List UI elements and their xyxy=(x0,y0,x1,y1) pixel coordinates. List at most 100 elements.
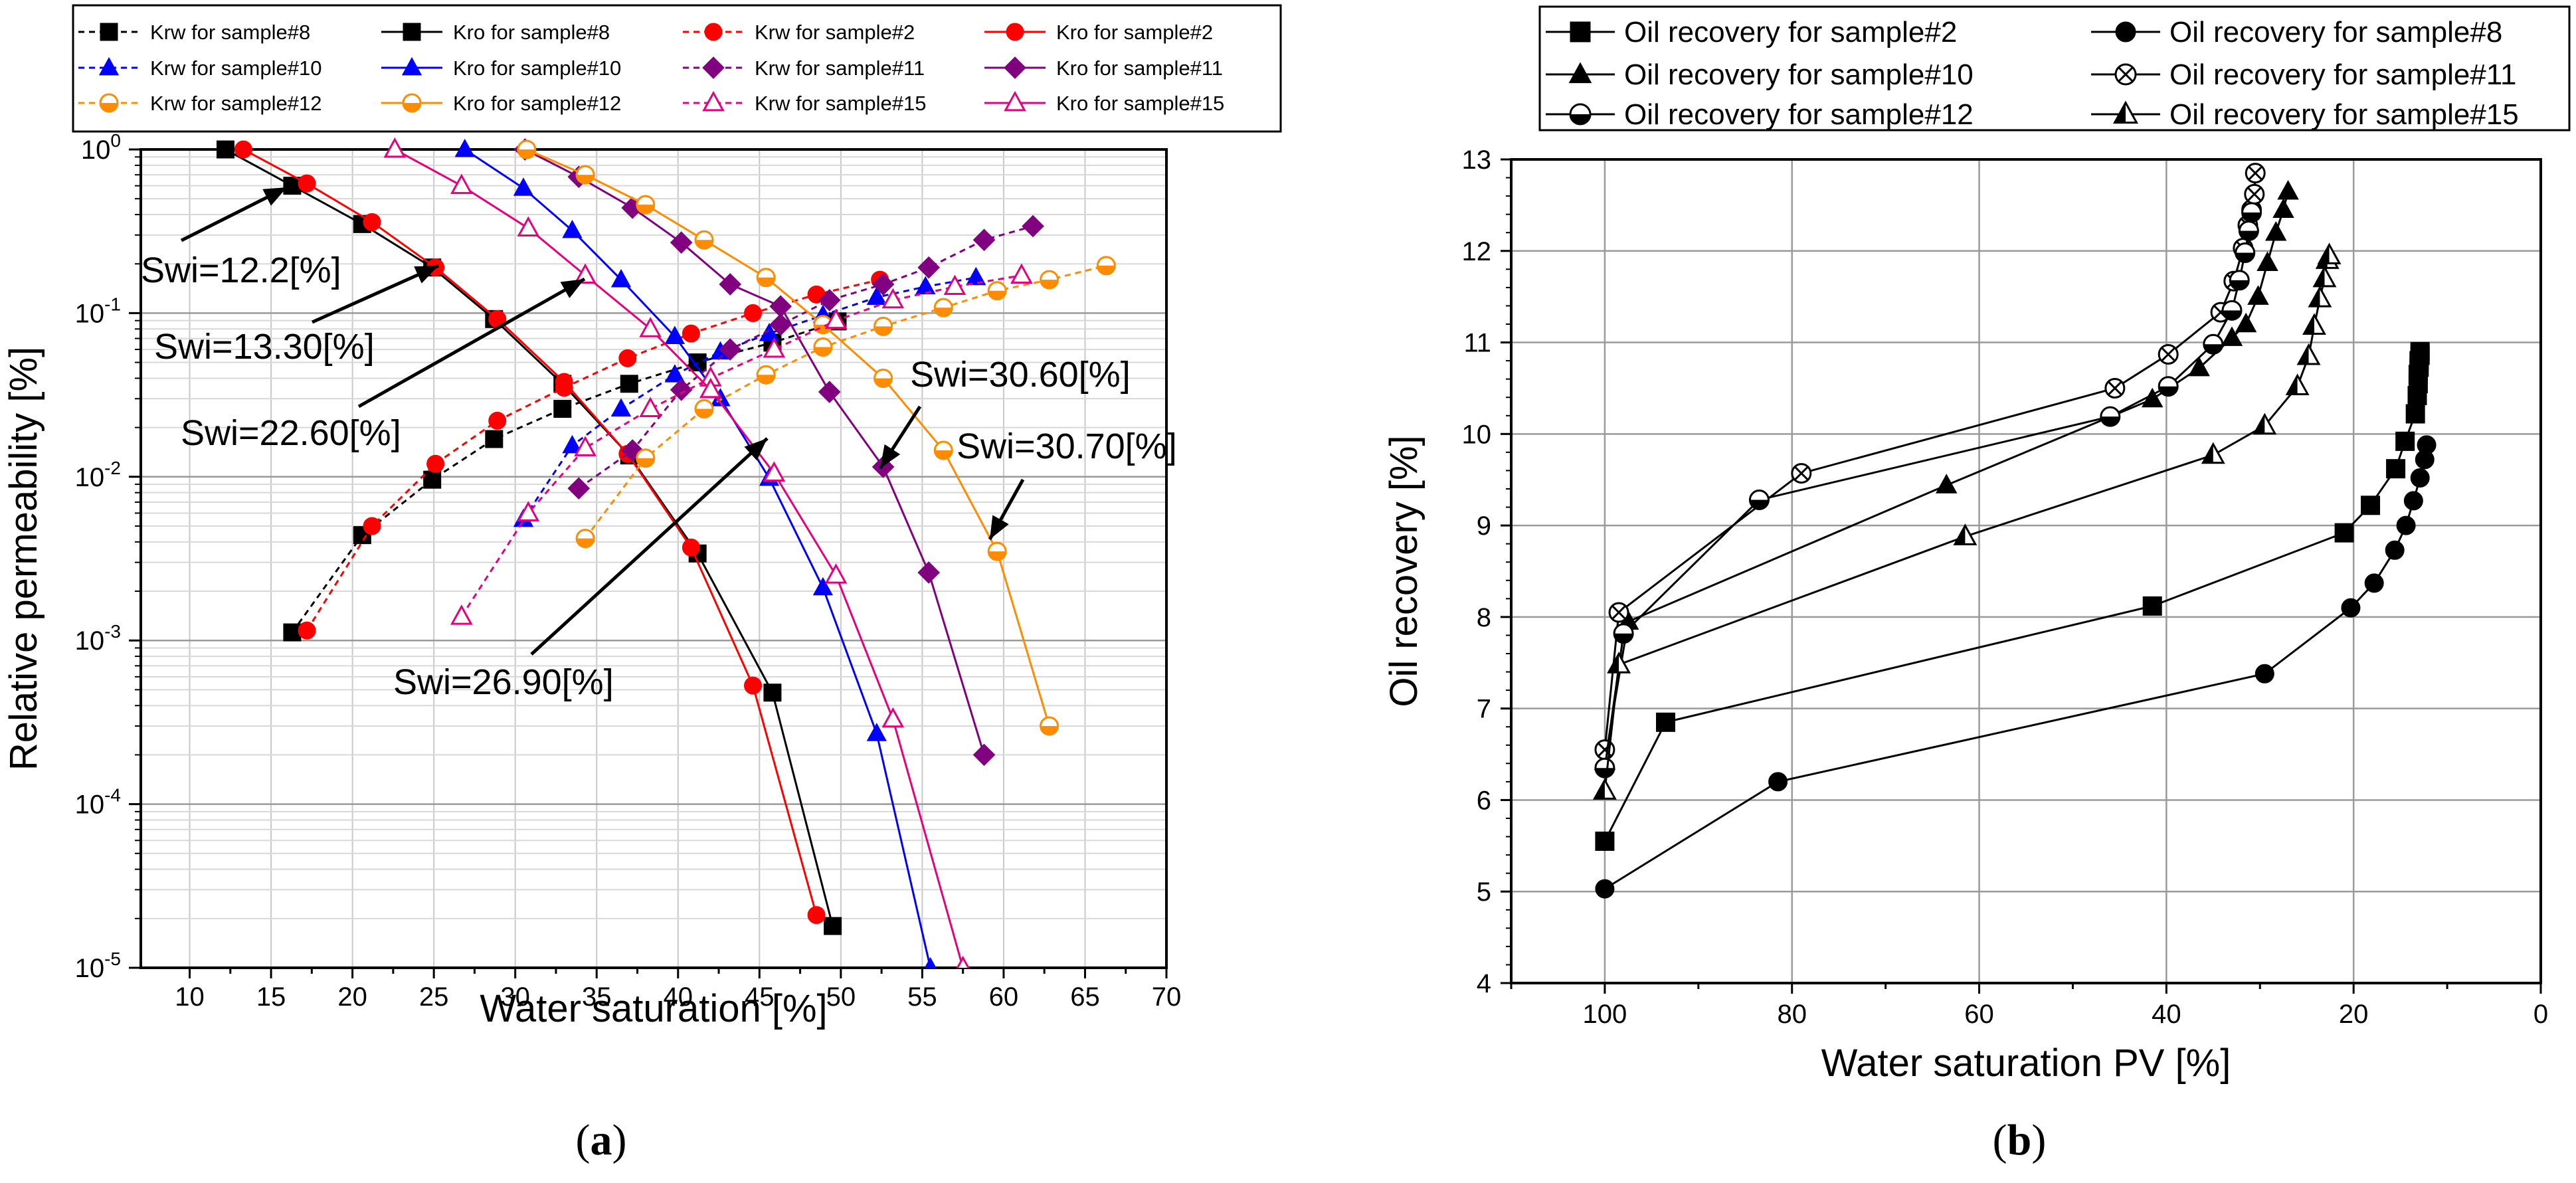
y-tick-label: 5 xyxy=(1477,877,1491,907)
data-point xyxy=(1592,778,1617,800)
data-point xyxy=(2241,202,2262,223)
x-tick-label: 50 xyxy=(826,982,856,1012)
data-point xyxy=(1096,256,1116,276)
data-point xyxy=(2158,376,2179,397)
data-point xyxy=(824,308,848,329)
legend-marker xyxy=(702,56,725,79)
data-point xyxy=(866,723,887,741)
data-point xyxy=(2229,270,2250,291)
legend-marker xyxy=(704,23,723,41)
x-tick-label: 40 xyxy=(664,982,693,1012)
data-point xyxy=(2221,300,2243,321)
x-tick-label: 25 xyxy=(419,982,449,1012)
chart-b-legend: Oil recovery for sample#2 Oil recovery fo… xyxy=(1538,5,2571,132)
x-tick-label: 65 xyxy=(1070,982,1100,1012)
series-oil-recovery-for-sample-11 xyxy=(1594,163,2266,761)
data-point xyxy=(2410,468,2430,488)
data-point xyxy=(699,377,722,399)
data-point xyxy=(719,273,742,296)
data-point xyxy=(1594,739,1615,761)
x-tick-label: 55 xyxy=(907,982,937,1012)
legend-label: Krw for sample#12 xyxy=(150,92,322,115)
chart-a-x-axis: 10 15 20 25 30 35 40 45 50 55 60 65 70 xyxy=(175,968,1181,1012)
x-tick-label: 30 xyxy=(500,982,530,1012)
data-point xyxy=(966,266,986,286)
data-point xyxy=(743,676,762,695)
data-point xyxy=(2285,373,2310,395)
x-tick-label: 60 xyxy=(1964,1000,1994,1029)
legend-label: Oil recovery for sample#12 xyxy=(1624,98,1974,131)
data-point xyxy=(2396,515,2416,535)
legend-label: Krw for sample#10 xyxy=(150,56,322,80)
data-point xyxy=(915,276,936,295)
data-point xyxy=(1040,716,1059,736)
chart-b-x-axis-title: Water saturation PV [%] xyxy=(1821,1042,2231,1085)
series-krw-for-sample-15 xyxy=(450,263,1033,625)
y-tick-label-base: 10 xyxy=(75,954,105,983)
data-point xyxy=(763,683,782,702)
data-point xyxy=(917,256,941,279)
data-point xyxy=(298,174,316,193)
data-point xyxy=(2317,242,2342,264)
data-point xyxy=(719,338,742,361)
y-tick-label-base: 10 xyxy=(81,136,111,165)
chart-a-plot-frame xyxy=(139,148,1168,969)
data-point xyxy=(769,313,792,336)
series-oil-recovery-for-sample-10 xyxy=(1594,179,2299,770)
data-point xyxy=(636,448,656,468)
data-point xyxy=(2238,220,2259,241)
data-point xyxy=(694,399,714,419)
series-line xyxy=(1604,444,2428,890)
data-point xyxy=(2312,265,2337,288)
data-point xyxy=(818,289,841,312)
panel-label-letter: a xyxy=(591,1116,612,1164)
legend-marker xyxy=(1570,21,1591,43)
x-tick-label: 70 xyxy=(1152,982,1182,1012)
data-point xyxy=(987,541,1007,561)
legend-box xyxy=(72,4,1282,133)
x-tick-label: 60 xyxy=(989,982,1019,1012)
data-point xyxy=(2302,313,2326,335)
series-krw-for-sample-11 xyxy=(567,215,1044,500)
data-point xyxy=(756,268,776,288)
legend-item-oil-recovery-for-sample-8: Oil recovery for sample#8 xyxy=(2091,16,2502,48)
legend-item-oil-recovery-for-sample-2: Oil recovery for sample#2 xyxy=(1546,16,1957,48)
y-tick-label-exponent: -5 xyxy=(104,949,121,969)
legend-item-oil-recovery-for-sample-11: Oil recovery for sample#11 xyxy=(2091,58,2517,91)
data-point xyxy=(670,379,693,401)
chart-a-legend: Krw for sample#8 Kro for sample#8 Krw for … xyxy=(72,4,1282,133)
data-point xyxy=(562,434,583,454)
data-point xyxy=(517,139,537,159)
data-point xyxy=(1935,474,1958,494)
data-point xyxy=(1748,490,1770,511)
data-point xyxy=(2417,435,2437,455)
data-point xyxy=(2334,523,2354,543)
y-tick-label: 10-2 xyxy=(75,458,121,492)
annotation-label: Swi=12.2[%] xyxy=(141,250,341,290)
series-krw-for-sample-12 xyxy=(575,256,1116,549)
data-point xyxy=(1595,831,1615,851)
series-line xyxy=(291,320,838,633)
y-tick-label-exponent: -1 xyxy=(104,294,121,314)
data-point xyxy=(618,349,637,367)
y-tick-label: 6 xyxy=(1477,786,1491,815)
series-line xyxy=(584,264,1107,539)
data-point xyxy=(2201,442,2225,464)
annotation-swi: Swi=22.60[%] xyxy=(181,277,586,453)
y-tick-label: 10 xyxy=(1462,420,1492,449)
legend-marker xyxy=(98,56,120,76)
legend-item-oil-recovery-for-sample-12: Oil recovery for sample#12 xyxy=(1546,98,1974,131)
data-point xyxy=(363,517,381,535)
annotation-label: Swi=26.90[%] xyxy=(393,662,614,702)
chart-b-panel-label: (b) xyxy=(1993,1116,2047,1164)
data-point xyxy=(812,577,834,596)
data-point xyxy=(610,398,632,416)
y-tick-label: 10-4 xyxy=(75,785,121,820)
data-point xyxy=(610,268,632,288)
legend-item-krw-for-sample-10: Krw for sample#10 xyxy=(78,56,322,80)
data-point xyxy=(1768,772,1788,792)
data-point xyxy=(763,337,786,358)
chart-a-panel-label: (a) xyxy=(576,1116,627,1164)
data-point xyxy=(682,538,700,557)
